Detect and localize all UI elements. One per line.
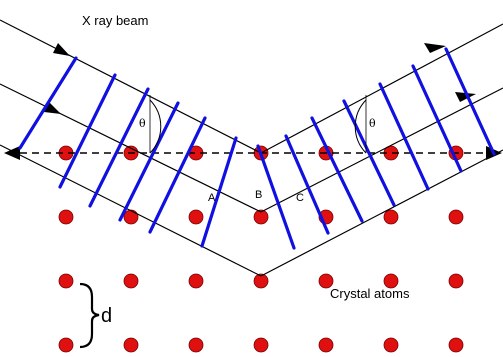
incoming-rays — [0, 19, 262, 277]
incoming-ray-1-arrowhead — [53, 43, 70, 56]
wavefronts — [18, 47, 496, 250]
interplanar-spacing-brace — [79, 282, 100, 349]
incoming-wavefront-6 — [200, 136, 238, 248]
theta-left-arc — [149, 99, 162, 154]
point-b-label: B — [255, 189, 262, 201]
spacing-d-label: d — [101, 305, 112, 327]
crystal-atoms-label: Crystal atoms — [330, 286, 410, 301]
incoming-wavefront-5 — [148, 116, 207, 234]
theta-right-label: θ — [369, 117, 376, 130]
outgoing-wavefront-5 — [411, 64, 463, 173]
wavefront-through-b — [256, 144, 296, 250]
incoming-ray-1 — [0, 19, 262, 154]
outgoing-wavefront-2 — [310, 116, 364, 223]
point-a-label: A — [208, 192, 216, 204]
crystal-atom — [448, 337, 464, 353]
crystal-atom — [188, 209, 204, 225]
outgoing-wavefront-1 — [284, 134, 330, 235]
crystal-atom — [383, 337, 399, 353]
outgoing-ray-2-arrowhead — [455, 92, 476, 102]
x-ray-beam-label: X ray beam — [82, 13, 148, 28]
outgoing-rays — [260, 23, 503, 277]
crystal-atom — [448, 209, 464, 225]
crystal-atom — [318, 273, 334, 289]
crystal-atom — [253, 209, 269, 225]
crystal-atom — [123, 337, 139, 353]
crystal-atom — [383, 273, 399, 289]
dashed-plane-left-arrowhead — [4, 146, 20, 160]
crystal-atom — [188, 273, 204, 289]
crystal-atom-lattice — [58, 145, 464, 353]
crystal-atom — [58, 337, 74, 353]
incoming-wavefront-1 — [18, 56, 78, 150]
crystal-atom — [253, 273, 269, 289]
crystal-atom — [253, 337, 269, 353]
theta-left-label: θ — [139, 117, 146, 130]
incoming-ray-2 — [0, 83, 262, 213]
outgoing-ray-2 — [260, 87, 503, 213]
outgoing-ray-1-arrowhead — [424, 43, 446, 53]
incoming-wavefront-4 — [118, 101, 180, 222]
crystal-atom — [188, 337, 204, 353]
incoming-wavefront-3 — [88, 87, 150, 208]
outgoing-wavefront-3 — [342, 99, 396, 207]
crystal-atom — [123, 273, 139, 289]
theta-right-arc — [354, 99, 367, 154]
crystal-atom — [58, 273, 74, 289]
crystal-atom — [448, 273, 464, 289]
crystal-atom — [383, 209, 399, 225]
outgoing-ray-3 — [260, 149, 503, 277]
outgoing-wavefront-6 — [444, 47, 496, 156]
incoming-ray-3 — [0, 144, 262, 277]
outgoing-wavefront-4 — [378, 82, 430, 191]
incoming-wavefront-2 — [58, 73, 117, 189]
point-c-label: C — [296, 192, 304, 204]
crystal-atom — [123, 209, 139, 225]
crystal-atom — [58, 209, 74, 225]
crystal-atom — [318, 337, 334, 353]
